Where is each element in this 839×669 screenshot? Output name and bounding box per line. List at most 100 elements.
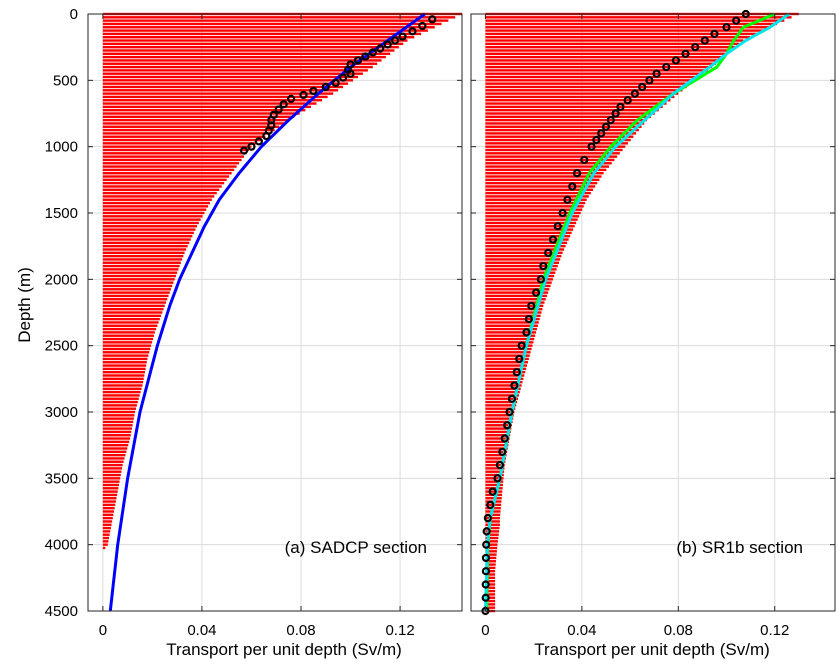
transport-bar	[485, 181, 598, 185]
transport-bar	[102, 122, 284, 125]
transport-bar	[102, 453, 126, 457]
transport-bar	[485, 59, 720, 62]
data-point	[722, 23, 731, 32]
data-point	[408, 27, 417, 36]
transport-bar	[485, 92, 679, 95]
transport-bar	[102, 311, 163, 314]
transport-bar	[485, 254, 562, 258]
transport-bar	[102, 530, 111, 533]
transport-bar	[102, 92, 334, 95]
transport-bar	[485, 145, 626, 148]
transport-bar	[485, 158, 615, 162]
transport-bar	[102, 19, 449, 22]
transport-bar	[102, 105, 311, 109]
transport-bar	[485, 281, 552, 284]
transport-bar	[102, 208, 207, 211]
transport-bar	[102, 218, 201, 221]
transport-bar	[102, 102, 317, 105]
transport-bar	[102, 417, 134, 420]
transport-bar	[102, 22, 442, 26]
transport-bar	[485, 579, 496, 583]
panel-a: 0 0.04 0.08 0.12 0 500 1000 1500 2000 2500 3000 35…	[45, 6, 463, 639]
transport-bar	[102, 185, 222, 188]
transport-bar	[102, 69, 368, 72]
panel-b-frame	[470, 13, 836, 612]
transport-bar	[102, 400, 138, 404]
transport-bar	[102, 337, 154, 341]
transport-bar	[485, 201, 586, 205]
transport-bar	[102, 510, 115, 513]
y-tick-label: 500	[53, 72, 78, 89]
transport-bar	[485, 490, 503, 493]
transport-bar	[485, 450, 508, 453]
data-point	[732, 16, 741, 25]
transport-bar	[485, 311, 542, 314]
transport-bar	[485, 148, 623, 152]
transport-bar	[102, 148, 249, 152]
transport-bar	[485, 69, 708, 72]
transport-bar	[485, 473, 504, 477]
transport-bar	[485, 556, 497, 560]
transport-bar	[485, 235, 571, 238]
panel-b-series	[481, 9, 791, 616]
transport-bar	[102, 112, 300, 115]
transport-bar	[485, 407, 516, 410]
transport-bar	[485, 125, 642, 128]
data-point	[630, 89, 640, 98]
transport-bar	[485, 261, 559, 264]
data-point	[710, 29, 719, 39]
transport-bar	[485, 437, 510, 440]
transport-bar	[102, 198, 212, 201]
transport-bar	[102, 145, 252, 148]
transport-bar	[102, 334, 154, 337]
transport-bar	[102, 39, 408, 42]
transport-bar	[102, 85, 344, 89]
transport-bar	[102, 215, 203, 218]
transport-bar	[485, 463, 505, 467]
data-point	[512, 368, 521, 377]
transport-bar	[102, 543, 108, 546]
transport-bar	[102, 168, 235, 172]
transport-bar	[485, 82, 691, 85]
transport-bar	[485, 29, 764, 32]
data-point	[383, 40, 392, 49]
transport-bar	[485, 417, 514, 420]
transport-bar	[102, 188, 220, 191]
transport-bar	[102, 440, 130, 444]
transport-bar	[102, 254, 184, 258]
transport-bar	[102, 516, 113, 520]
data-point	[481, 593, 490, 602]
data-point	[539, 261, 548, 271]
transport-bar	[102, 264, 180, 268]
data-point	[279, 100, 288, 109]
y-axis-label: Depth (m)	[15, 267, 34, 343]
transport-bar	[102, 463, 123, 467]
data-point	[309, 86, 318, 96]
data-point	[361, 52, 370, 61]
transport-bar	[485, 268, 557, 271]
transport-bar	[485, 307, 543, 311]
transport-bar	[485, 606, 496, 609]
transport-bar	[102, 483, 119, 487]
data-point	[274, 105, 283, 114]
transport-bar	[102, 500, 116, 503]
transport-bar	[485, 95, 675, 99]
data-point	[507, 394, 517, 403]
data-point	[548, 235, 558, 244]
transport-bar	[102, 118, 289, 122]
panel-b-x-axis-label: Transport per unit depth (Sv/m)	[534, 640, 770, 659]
transport-bar	[102, 281, 174, 284]
transport-bar	[485, 241, 568, 245]
transport-bar	[485, 553, 497, 556]
transport-bar	[102, 178, 227, 182]
transport-bar	[485, 108, 659, 112]
transport-bar	[485, 410, 515, 414]
transport-bar	[485, 331, 537, 334]
data-point	[515, 354, 524, 364]
transport-bar	[102, 473, 121, 477]
transport-bar	[485, 152, 620, 155]
transport-bar	[485, 198, 587, 201]
transport-bar	[485, 334, 536, 337]
transport-bar	[485, 112, 655, 115]
transport-bar	[485, 443, 509, 447]
